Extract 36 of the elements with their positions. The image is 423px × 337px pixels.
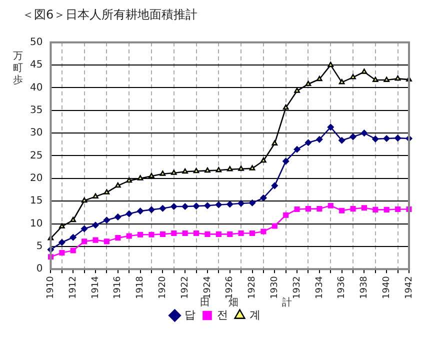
x-tick-label: 1922 [180, 276, 190, 299]
chart-title: ＜図6＞日本人所有耕地面積推計 [22, 7, 198, 22]
y-tick-label: 10 [30, 218, 43, 230]
y-tick-label: 15 [30, 196, 43, 207]
y-tick-label: 20 [30, 173, 43, 184]
text: 田 [200, 298, 210, 309]
x-tick-label: 1936 [337, 276, 348, 299]
x-tick-label: 1916 [113, 276, 124, 299]
x-tick-label: 1924 [202, 276, 213, 299]
x-tick-label: 1932 [292, 276, 302, 299]
y-tick-label: 5 [36, 241, 43, 252]
y-tick-label: 25 [30, 150, 43, 162]
x-tick-label: 1934 [314, 276, 325, 299]
legend-label: 답 [184, 308, 196, 322]
x-tick-label: 1920 [158, 276, 168, 299]
x-tick-label: 1938 [360, 276, 370, 299]
y-tick-label: 45 [30, 60, 43, 71]
legend-label: 전 [216, 308, 228, 322]
legend-label: 계 [249, 308, 260, 322]
y-tick-label: 0 [36, 264, 43, 275]
text: 計 [282, 296, 292, 309]
y-tick-label: 50 [30, 36, 43, 48]
y-tick-label: 30 [30, 128, 43, 139]
x-tick-label: 1912 [68, 276, 78, 299]
x-tick-label: 1914 [90, 276, 101, 299]
x-tick-label: 1918 [136, 276, 146, 299]
y-tick-label: 40 [30, 82, 43, 94]
x-tick-label: 1930 [270, 276, 280, 299]
x-tick-label: 1940 [382, 276, 392, 299]
x-tick-label: 1928 [248, 276, 258, 299]
x-tick-label: 1910 [46, 276, 56, 299]
y-tick-label: 35 [30, 105, 43, 116]
x-tick-label: 1942 [404, 276, 414, 299]
y-axis-title: 万町歩 [13, 50, 23, 86]
text: 畑 [228, 296, 238, 309]
x-tick-label: 1926 [225, 276, 236, 299]
